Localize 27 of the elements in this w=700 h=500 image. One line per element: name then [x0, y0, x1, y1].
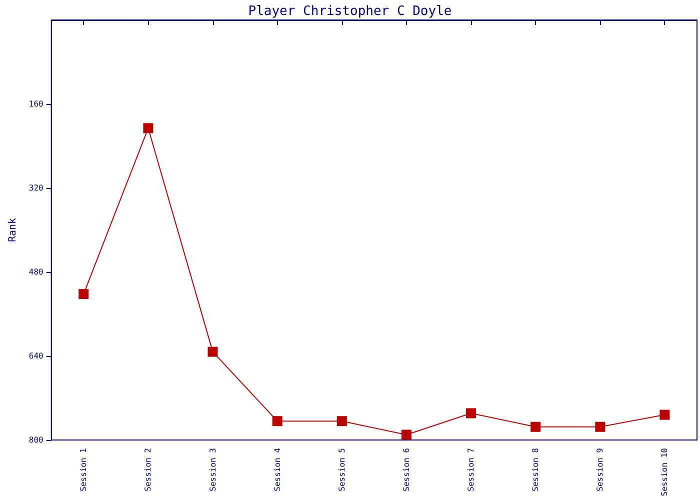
x-tick-label: Session 8 [531, 448, 540, 492]
y-tick-label: 160 [28, 100, 44, 108]
point [208, 346, 218, 357]
x-tick-label: Session 7 [466, 448, 476, 492]
point [143, 123, 154, 134]
y-axis-title: Rank [8, 218, 18, 242]
point [466, 408, 476, 418]
point [336, 416, 347, 426]
x-tick-label: Session 6 [402, 448, 411, 492]
x-tick-label: Session 2 [144, 448, 153, 492]
point [401, 430, 412, 440]
point [660, 410, 670, 420]
x-tick-label: Session 5 [337, 448, 346, 492]
chart-title: Player Christopher C Doyle [248, 4, 452, 19]
y-tick-label: 800 [28, 436, 44, 444]
point [530, 422, 541, 432]
y-tick-label: 320 [28, 184, 44, 192]
x-tick-label: Session 3 [208, 448, 218, 492]
x-tick-label: Session 1 [79, 448, 88, 492]
point [78, 289, 89, 300]
y-tick-label: 480 [28, 268, 44, 276]
point [595, 422, 606, 432]
y-tick-label: 640 [28, 352, 44, 360]
x-tick-label: Session 4 [272, 448, 282, 492]
x-tick-label: Session 9 [596, 448, 605, 492]
point [272, 416, 282, 426]
x-tick-label: Session 10 [660, 448, 670, 496]
